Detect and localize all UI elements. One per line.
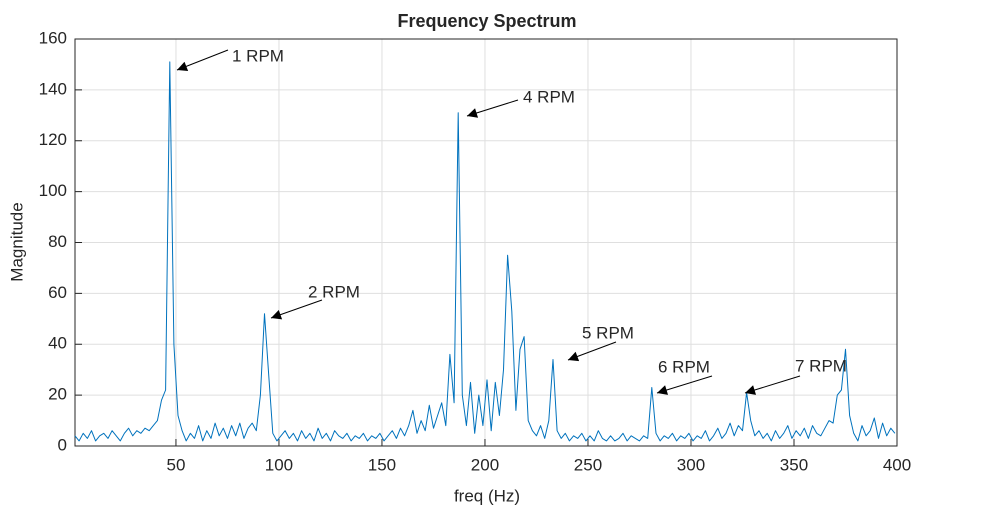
- x-tick-label: 400: [883, 455, 911, 474]
- annotation-arrow: [744, 375, 801, 395]
- annotation: 7 RPM: [795, 356, 847, 375]
- x-tick-label: 150: [368, 455, 396, 474]
- chart-title: Frequency Spectrum: [397, 11, 576, 31]
- annotation-arrow: [656, 375, 713, 395]
- y-tick-label: 60: [48, 283, 67, 302]
- annotation: 6 RPM: [658, 357, 710, 376]
- y-axis-label: Magnitude: [7, 202, 26, 281]
- y-tick-label: 100: [39, 181, 67, 200]
- y-tick-label: 120: [39, 130, 67, 149]
- annotation: 5 RPM: [582, 323, 634, 342]
- annotation-arrow: [466, 99, 519, 118]
- x-tick-label: 250: [574, 455, 602, 474]
- y-tick-label: 20: [48, 385, 67, 404]
- x-tick-label: 50: [166, 455, 185, 474]
- annotation-arrow: [176, 49, 229, 72]
- y-tick-label: 80: [48, 232, 67, 251]
- axes-box: [74, 38, 898, 447]
- y-tick-label: 160: [39, 28, 67, 47]
- annotation-arrow: [270, 299, 323, 320]
- x-tick-label: 200: [471, 455, 499, 474]
- annotation: 4 RPM: [523, 87, 575, 106]
- annotation: 2 RPM: [308, 282, 360, 301]
- annotation: 1 RPM: [232, 46, 284, 65]
- y-tick-label: 40: [48, 334, 67, 353]
- x-tick-label: 350: [780, 455, 808, 474]
- y-tick-label: 0: [58, 435, 67, 454]
- y-tick-label: 140: [39, 79, 67, 98]
- annotation-arrow: [567, 341, 617, 362]
- x-tick-label: 100: [265, 455, 293, 474]
- spectrum-line: [74, 61, 896, 442]
- x-axis-label: freq (Hz): [454, 486, 520, 505]
- x-tick-label: 300: [677, 455, 705, 474]
